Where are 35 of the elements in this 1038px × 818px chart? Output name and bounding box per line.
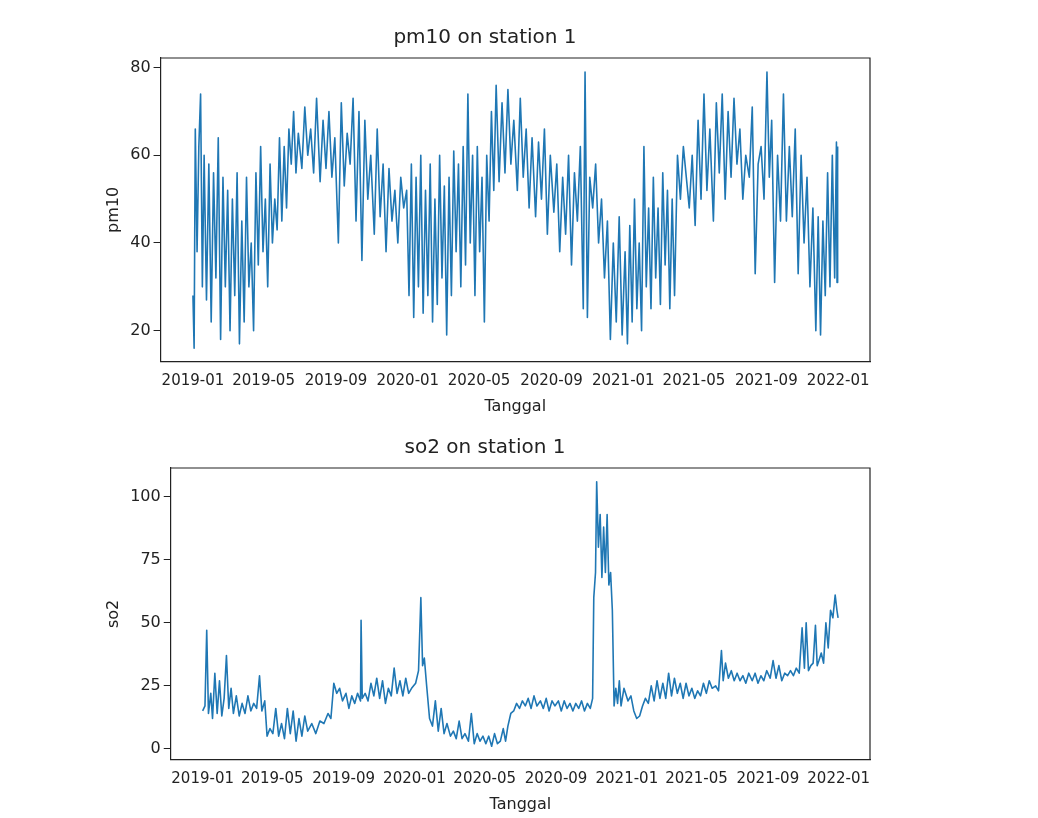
y-tick-label: 80 bbox=[130, 56, 151, 76]
x-tick-label: 2022-01 bbox=[806, 370, 870, 389]
y-tick-label: 40 bbox=[130, 232, 151, 252]
chart-title: so2 on station 1 bbox=[404, 434, 566, 459]
x-tick-label: 2019-05 bbox=[240, 768, 304, 787]
x-tick-label: 2021-09 bbox=[735, 370, 798, 389]
x-tick-label: 2021-01 bbox=[591, 370, 655, 389]
y-tick-label: 60 bbox=[130, 144, 151, 164]
x-tick-label: 2019-05 bbox=[232, 370, 295, 389]
y-axis-title: pm10 bbox=[102, 186, 122, 233]
x-axis-title: Tanggal bbox=[488, 793, 552, 813]
x-tick-label: 2022-01 bbox=[807, 768, 871, 787]
y-axis-title: so2 bbox=[102, 599, 122, 629]
x-tick-label: 2021-01 bbox=[595, 768, 659, 787]
x-axis-title: Tanggal bbox=[483, 395, 547, 415]
x-tick-label: 2021-05 bbox=[665, 768, 728, 787]
x-tick-label: 2020-09 bbox=[524, 768, 588, 787]
y-tick-label: 25 bbox=[140, 674, 161, 694]
x-tick-label: 2020-09 bbox=[520, 370, 583, 389]
chart-title: pm10 on station 1 bbox=[393, 24, 577, 49]
x-tick-label: 2019-09 bbox=[312, 768, 376, 787]
y-tick-label: 20 bbox=[130, 319, 151, 339]
y-tick-label: 100 bbox=[130, 486, 161, 506]
x-tick-label: 2019-01 bbox=[161, 370, 225, 389]
x-tick-label: 2020-05 bbox=[453, 768, 517, 787]
x-tick-label: 2021-05 bbox=[662, 370, 726, 389]
x-tick-label: 2020-05 bbox=[447, 370, 511, 389]
x-tick-label: 2020-01 bbox=[376, 370, 440, 389]
x-tick-label: 2020-01 bbox=[383, 768, 446, 787]
x-tick-label: 2019-01 bbox=[171, 768, 234, 787]
x-tick-label: 2021-09 bbox=[736, 768, 800, 787]
x-tick-label: 2019-09 bbox=[304, 370, 368, 389]
y-tick-label: 0 bbox=[150, 737, 161, 757]
y-tick-label: 75 bbox=[140, 549, 161, 569]
y-tick-label: 50 bbox=[140, 611, 161, 631]
